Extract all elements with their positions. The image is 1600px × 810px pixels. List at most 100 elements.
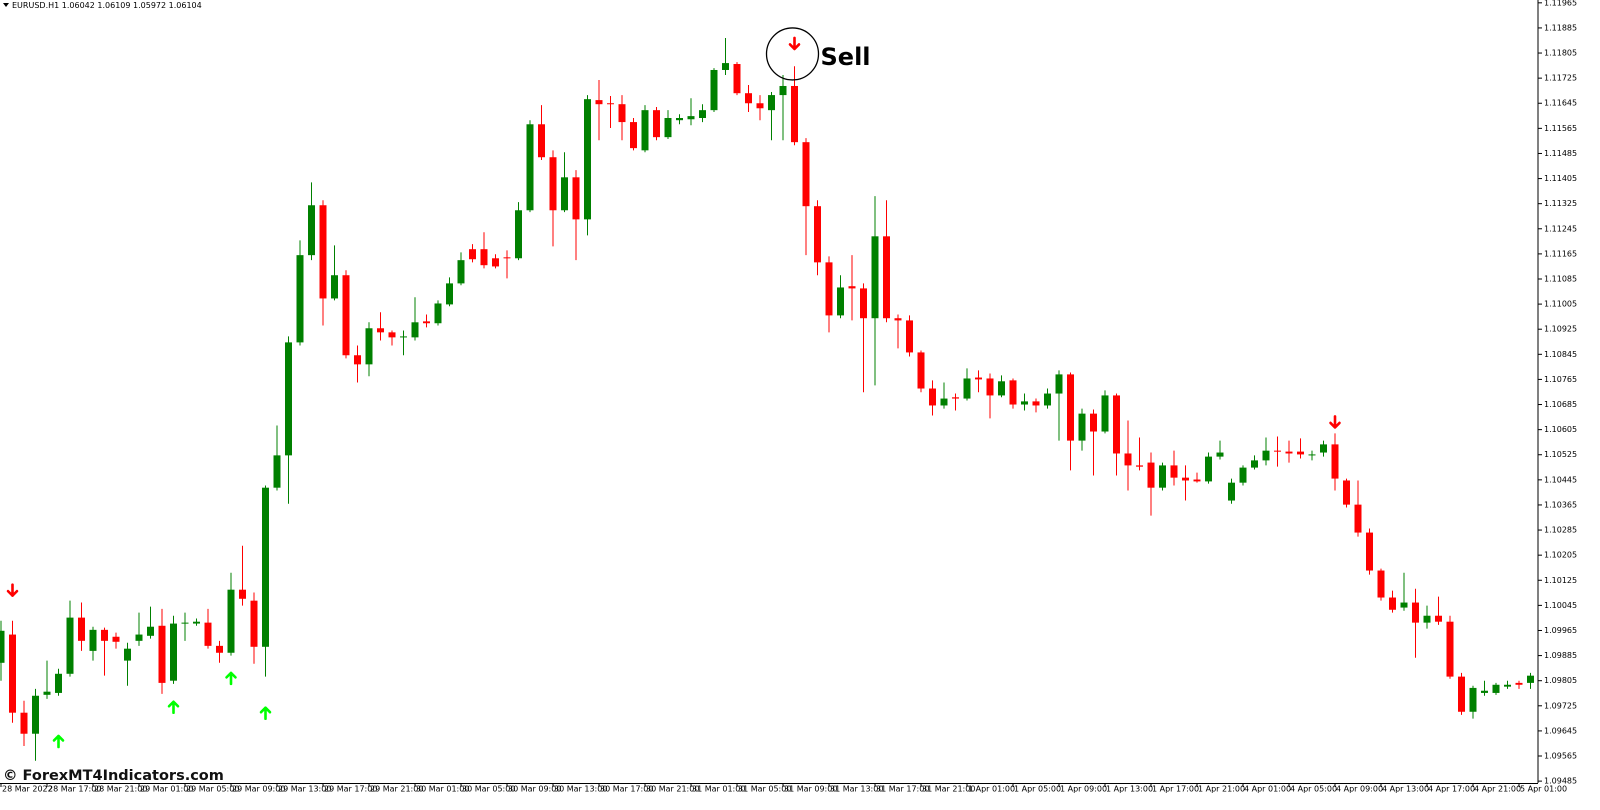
candle-body (480, 249, 488, 266)
x-tick-label: 30 Mar 09:00 (508, 785, 561, 794)
candle-body (607, 103, 614, 105)
x-tick-label: 5 Apr 01:00 (1520, 785, 1567, 794)
candle-body (423, 321, 430, 324)
x-tick-label: 31 Mar 13:00 (830, 785, 883, 794)
candle-body (1136, 465, 1143, 467)
x-tick-label: 1 Apr 01:00 (968, 785, 1015, 794)
candle-body (1124, 453, 1132, 466)
candle-body (756, 103, 764, 109)
y-tick-label: 1.11645 (1544, 99, 1577, 108)
candle-body (917, 352, 925, 389)
y-tick-label: 1.11005 (1544, 300, 1577, 309)
candle-body (273, 455, 281, 488)
candle-body (503, 257, 511, 259)
candle-body (181, 622, 189, 624)
candle-body (227, 589, 235, 653)
plot-area (0, 37, 1534, 761)
candle-body (710, 69, 718, 111)
x-tick-label: 4 Apr 13:00 (1382, 785, 1429, 794)
x-tick-label: 1 Apr 05:00 (1014, 785, 1061, 794)
candle-body (1308, 454, 1316, 456)
candle-body (239, 589, 246, 599)
candle-body (699, 110, 706, 118)
candle-body (998, 381, 1005, 396)
candle-body (1331, 444, 1339, 479)
candle-body (1251, 460, 1258, 468)
candle-body (9, 634, 16, 713)
candle-body (814, 206, 821, 263)
y-tick-label: 1.11885 (1544, 23, 1577, 32)
y-tick-label: 1.10845 (1544, 350, 1577, 359)
candle-body (1458, 676, 1465, 712)
candle-body (20, 712, 28, 734)
signal-arrow (788, 36, 801, 51)
candle-body (1182, 477, 1189, 481)
candle-body (848, 286, 856, 289)
candle-body (78, 617, 85, 641)
candle-body (1320, 444, 1327, 453)
candle-body (676, 117, 683, 121)
y-tick-label: 1.09725 (1544, 701, 1577, 710)
x-tick-label: 4 Apr 21:00 (1474, 785, 1521, 794)
candle-body (722, 63, 729, 70)
y-tick-label: 1.11405 (1544, 174, 1577, 183)
x-tick-label: 4 Apr 05:00 (1290, 785, 1337, 794)
y-tick-label: 1.11725 (1544, 74, 1577, 83)
candle-body (1044, 393, 1051, 406)
x-tick-label: 30 Mar 01:00 (416, 785, 469, 794)
candle-body (630, 122, 637, 149)
y-tick-label: 1.11325 (1544, 199, 1577, 208)
candle-body (1412, 602, 1419, 623)
y-tick-label: 1.11245 (1544, 224, 1577, 233)
y-tick-label: 1.09805 (1544, 676, 1577, 685)
candle-body (641, 110, 649, 151)
x-tick-label: 4 Apr 01:00 (1244, 785, 1291, 794)
candle-body (1021, 401, 1028, 405)
candle-body (170, 623, 177, 681)
y-tick-label: 1.09885 (1544, 651, 1577, 660)
candle-body (43, 691, 51, 695)
y-tick-label: 1.09565 (1544, 752, 1577, 761)
candle-body (1170, 465, 1178, 478)
y-tick-label: 1.09485 (1544, 777, 1577, 786)
candle-body (1435, 615, 1442, 622)
x-tick-label: 30 Mar 13:00 (554, 785, 607, 794)
candle-body (1159, 465, 1166, 488)
candle-body (572, 177, 580, 220)
candle-body (1481, 690, 1488, 693)
candle-body (860, 288, 867, 319)
candle-body (549, 157, 557, 211)
x-tick-label: 1 Apr 17:00 (1152, 785, 1199, 794)
candle-body (124, 648, 131, 661)
x-tick-label: 29 Mar 09:00 (232, 785, 285, 794)
candle-body (986, 378, 994, 396)
candle-body (89, 629, 97, 651)
candle-body (894, 318, 902, 321)
y-tick-label: 1.10445 (1544, 475, 1577, 484)
candle-body (1366, 532, 1373, 571)
candle-body (526, 124, 534, 211)
candle-body (1354, 504, 1362, 533)
x-tick-label: 28 Mar 17:00 (48, 785, 101, 794)
candle-body (492, 258, 499, 267)
x-tick-label: 29 Mar 05:00 (186, 785, 239, 794)
y-tick-label: 1.10605 (1544, 425, 1577, 434)
candle-body (1078, 413, 1086, 441)
x-tick-label: 31 Mar 21:00 (922, 785, 975, 794)
x-tick-label: 1 Apr 21:00 (1198, 785, 1245, 794)
x-tick-label: 1 Apr 13:00 (1106, 785, 1153, 794)
candle-body (1343, 480, 1350, 505)
candle-body (837, 287, 844, 316)
candle-body (250, 600, 258, 647)
candle-body (1285, 451, 1293, 454)
candle-body (733, 64, 741, 94)
candle-body (1377, 570, 1385, 598)
candle-body (446, 283, 453, 305)
candle-body (1446, 621, 1454, 677)
candle-body (308, 205, 315, 256)
candle-body (768, 95, 775, 111)
candle-body (538, 124, 545, 158)
candle-body (1101, 395, 1109, 432)
